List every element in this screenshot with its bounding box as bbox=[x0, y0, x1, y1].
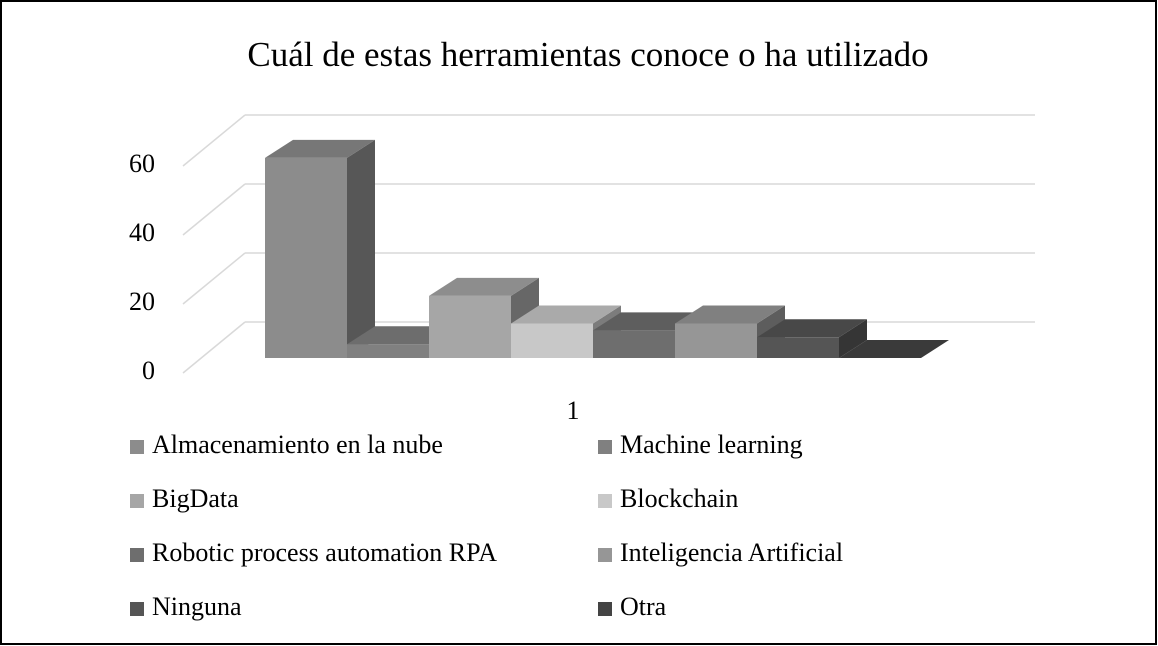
legend-label: Robotic process automation RPA bbox=[152, 538, 497, 567]
bar bbox=[757, 337, 839, 358]
y-tick-label: 20 bbox=[129, 287, 155, 316]
legend-swatch bbox=[130, 548, 144, 562]
legend-label: Ninguna bbox=[152, 592, 242, 621]
bar bbox=[593, 330, 675, 358]
bar-top bbox=[839, 340, 949, 358]
legend-swatch bbox=[598, 602, 612, 616]
legend-label: Otra bbox=[620, 592, 667, 621]
legend-swatch bbox=[130, 494, 144, 508]
chart-title: Cuál de estas herramientas conoce o ha u… bbox=[247, 35, 928, 74]
bar bbox=[347, 344, 429, 358]
bar-top bbox=[675, 305, 785, 324]
bar-side bbox=[347, 139, 375, 358]
bar-top bbox=[511, 305, 621, 324]
legend-label: Blockchain bbox=[620, 484, 738, 513]
bar bbox=[429, 295, 511, 358]
legend-swatch bbox=[598, 440, 612, 454]
legend-swatch bbox=[130, 602, 144, 616]
grid-line bbox=[182, 114, 246, 167]
legend-swatch bbox=[130, 440, 144, 454]
bar bbox=[675, 323, 757, 358]
legend-label: BigData bbox=[152, 484, 239, 513]
grid-line bbox=[182, 321, 246, 374]
bar-top bbox=[265, 139, 375, 158]
y-tick-label: 0 bbox=[142, 356, 155, 385]
y-tick-label: 60 bbox=[129, 149, 155, 178]
legend-swatch bbox=[598, 548, 612, 562]
legend-label: Inteligencia Artificial bbox=[620, 538, 843, 567]
y-tick-label: 40 bbox=[129, 218, 155, 247]
legend-swatch bbox=[598, 494, 612, 508]
legend-label: Almacenamiento en la nube bbox=[152, 430, 443, 459]
bar-top bbox=[429, 277, 539, 296]
bar-side bbox=[839, 319, 867, 358]
grid-line bbox=[182, 183, 246, 236]
grid-line bbox=[182, 252, 246, 305]
bar bbox=[511, 323, 593, 358]
x-tick-label: 1 bbox=[567, 396, 580, 425]
legend-label: Machine learning bbox=[620, 430, 803, 459]
bar-top bbox=[757, 319, 867, 338]
bar bbox=[265, 157, 347, 358]
